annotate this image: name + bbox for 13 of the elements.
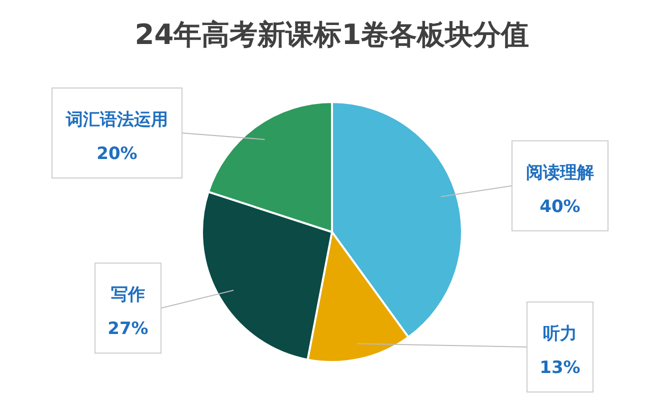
data-label: 27% — [108, 319, 148, 340]
callout-box: 词汇语法运用 20% — [52, 88, 182, 178]
chart-title: 24年高考新课标1卷各板块分值 — [134, 18, 530, 51]
slice-label: 阅读理解 — [526, 162, 594, 183]
data-label: 20% — [96, 144, 138, 164]
data-label: 13% — [540, 358, 580, 378]
data-label: 40% — [540, 196, 580, 217]
callout-box: 写作 27% — [94, 262, 162, 354]
callout-box: 阅读理解 40% — [512, 140, 608, 232]
slice-label: 词汇语法运用 — [65, 110, 168, 130]
callout-box: 听力 13% — [526, 302, 594, 392]
slice-label: 写作 — [111, 285, 145, 306]
slice-label: 听力 — [543, 324, 577, 344]
